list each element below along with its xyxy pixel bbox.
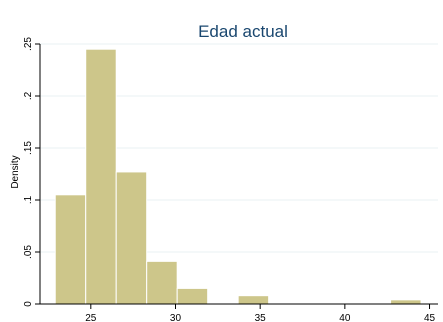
y-tick-label-4: .2 <box>23 91 34 100</box>
y-tick-label-2: .1 <box>23 195 34 204</box>
y-tick-label-1: .05 <box>23 245 34 259</box>
y-tick-label-3: .15 <box>23 141 34 155</box>
y-axis-ticks: 0 .05 .1 .15 .2 .25 <box>23 37 40 307</box>
x-tick-label-2: 35 <box>255 313 267 322</box>
histogram-bar-6 <box>237 295 270 305</box>
axes <box>39 44 438 305</box>
y-tick-label-0: 0 <box>23 301 34 307</box>
x-tick-label-1: 30 <box>170 313 182 322</box>
histogram-bar-4 <box>176 287 209 305</box>
histogram-bar-2 <box>115 171 148 305</box>
x-axis-ticks: 25 30 35 40 45 <box>85 304 436 322</box>
histogram-bar-0 <box>54 194 87 305</box>
chart-title: Edad actual <box>198 22 288 41</box>
histogram-bar-1 <box>85 48 117 305</box>
histogram-bar-3 <box>146 260 178 305</box>
x-tick-label-4: 45 <box>424 313 436 322</box>
x-tick-label-3: 40 <box>339 313 351 322</box>
y-tick-label-5: .25 <box>23 37 34 51</box>
histogram-bars <box>54 48 422 305</box>
histogram-bar-11 <box>390 299 422 305</box>
y-axis-label: Density <box>10 155 21 188</box>
x-tick-label-0: 25 <box>85 313 97 322</box>
